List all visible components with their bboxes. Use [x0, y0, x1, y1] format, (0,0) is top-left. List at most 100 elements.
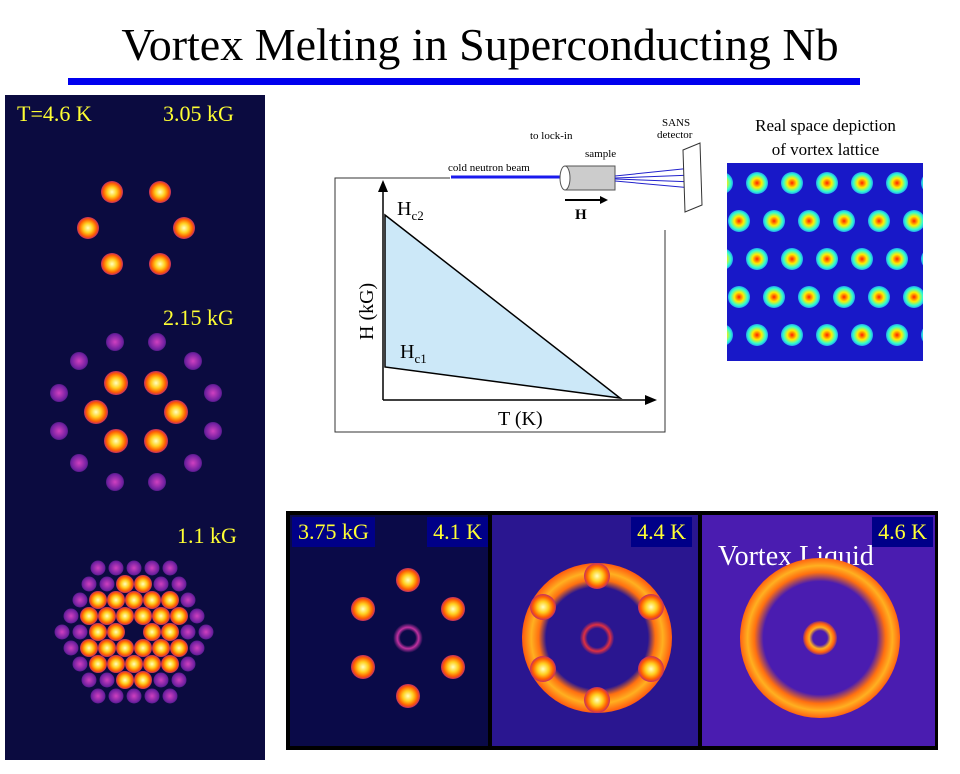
diffraction-spot — [101, 253, 123, 276]
diffraction-spot — [530, 594, 557, 620]
diffraction-spot — [152, 607, 170, 625]
diffraction-spot — [393, 623, 423, 653]
diffraction-spot — [584, 687, 610, 713]
diffraction-spot — [886, 172, 908, 194]
diffraction-spot — [107, 655, 125, 673]
diffraction-spot — [80, 607, 98, 625]
diffraction-spot — [851, 172, 873, 194]
diffraction-spot — [204, 421, 223, 440]
diffraction-spot — [746, 248, 768, 270]
diffraction-spot — [886, 248, 908, 270]
panel-4-4k: 4.4 K — [490, 513, 700, 748]
diffraction-spot — [72, 624, 88, 640]
diffraction-spot — [162, 560, 178, 576]
detector-plate — [682, 142, 703, 213]
diffraction-spot — [851, 248, 873, 270]
diffraction-spot — [180, 624, 196, 640]
hc2-label: Hc2 — [397, 198, 424, 223]
plot-frame — [334, 177, 666, 433]
diffraction-spot — [164, 400, 188, 424]
diffraction-spot — [125, 655, 143, 673]
diffraction-spot — [170, 607, 188, 625]
diffraction-spot — [763, 286, 785, 308]
diffraction-spot — [143, 655, 161, 673]
diffraction-spot — [70, 352, 89, 371]
diffraction-spot — [728, 210, 750, 232]
diffraction-spot — [90, 560, 106, 576]
diffraction-spot — [104, 429, 128, 454]
diffraction-spot — [637, 594, 664, 620]
scattered-beams — [614, 167, 695, 189]
diffraction-spot — [81, 576, 97, 592]
diffraction-spot — [98, 639, 116, 657]
field-label-2: 2.15 kG — [163, 305, 234, 330]
hc1-label: Hc1 — [400, 341, 427, 366]
diffraction-spot — [441, 655, 466, 679]
y-axis-label: H (kG) — [356, 283, 378, 340]
x-axis-label: T (K) — [498, 408, 543, 430]
diffraction-spot — [170, 639, 188, 657]
diffraction-spot — [99, 576, 115, 592]
real-space-title-2: of vortex lattice — [771, 140, 880, 159]
diffraction-spot — [921, 172, 923, 194]
diffraction-spot — [396, 568, 420, 592]
diffraction-spot — [98, 607, 116, 625]
diffraction-spot — [54, 624, 70, 640]
diffraction-spot — [116, 575, 134, 593]
diffraction-spot — [816, 324, 838, 346]
field-label-1: 3.05 kG — [163, 101, 234, 126]
diffraction-spot — [189, 608, 205, 624]
diffraction-spot — [149, 253, 171, 276]
diffraction-spot — [81, 672, 97, 688]
diffraction-spot — [89, 591, 107, 609]
diffraction-spot — [868, 286, 890, 308]
diffraction-spot — [104, 370, 128, 395]
diffraction-spot — [886, 324, 908, 346]
diffraction-spot — [63, 608, 79, 624]
diffraction-spot — [125, 591, 143, 609]
diffraction-spot — [116, 607, 134, 625]
diffraction-spot — [126, 560, 142, 576]
diffraction-spot — [180, 592, 196, 608]
diffraction-spot — [189, 640, 205, 656]
diffraction-spot — [106, 472, 125, 491]
diffraction-spot — [134, 639, 152, 657]
diffraction-spot — [126, 688, 142, 704]
diffraction-spot — [162, 688, 178, 704]
diffraction-spot — [89, 623, 107, 641]
diffraction-spot — [781, 172, 803, 194]
diffraction-spot — [161, 655, 179, 673]
field-tag: 3.75 kG — [292, 517, 375, 547]
diffraction-spot — [134, 575, 152, 593]
panel-4-1k: 3.75 kG 4.1 K — [288, 513, 490, 748]
diffraction-spot — [350, 597, 375, 621]
real-space-title-1: Real space depiction — [755, 116, 896, 135]
diffraction-spot — [763, 210, 785, 232]
diffraction-spot — [147, 333, 166, 352]
diffraction-spot — [441, 597, 466, 621]
diffraction-spot — [173, 217, 195, 239]
diffraction-spot — [63, 640, 79, 656]
diffraction-spot — [161, 591, 179, 609]
diffraction-spot — [84, 400, 108, 424]
title-underline — [68, 78, 860, 85]
diffraction-spot — [746, 324, 768, 346]
diffraction-spot — [171, 576, 187, 592]
diffraction-spot — [90, 688, 106, 704]
vortex-lattice-image — [727, 163, 923, 361]
diffraction-spot — [161, 623, 179, 641]
diffraction-spot — [183, 352, 202, 371]
diffraction-spot — [144, 688, 160, 704]
diffraction-spot — [781, 248, 803, 270]
diffraction-spot — [803, 621, 837, 655]
temperature-label: T=4.6 K — [17, 101, 92, 126]
mixed-state-region — [384, 213, 623, 400]
diffraction-spot — [153, 672, 169, 688]
diffraction-spot — [144, 429, 168, 454]
diffraction-spot — [921, 248, 923, 270]
diffraction-spot — [144, 560, 160, 576]
diffraction-spot — [868, 210, 890, 232]
diffraction-spot — [204, 384, 223, 403]
diffraction-spot — [89, 655, 107, 673]
